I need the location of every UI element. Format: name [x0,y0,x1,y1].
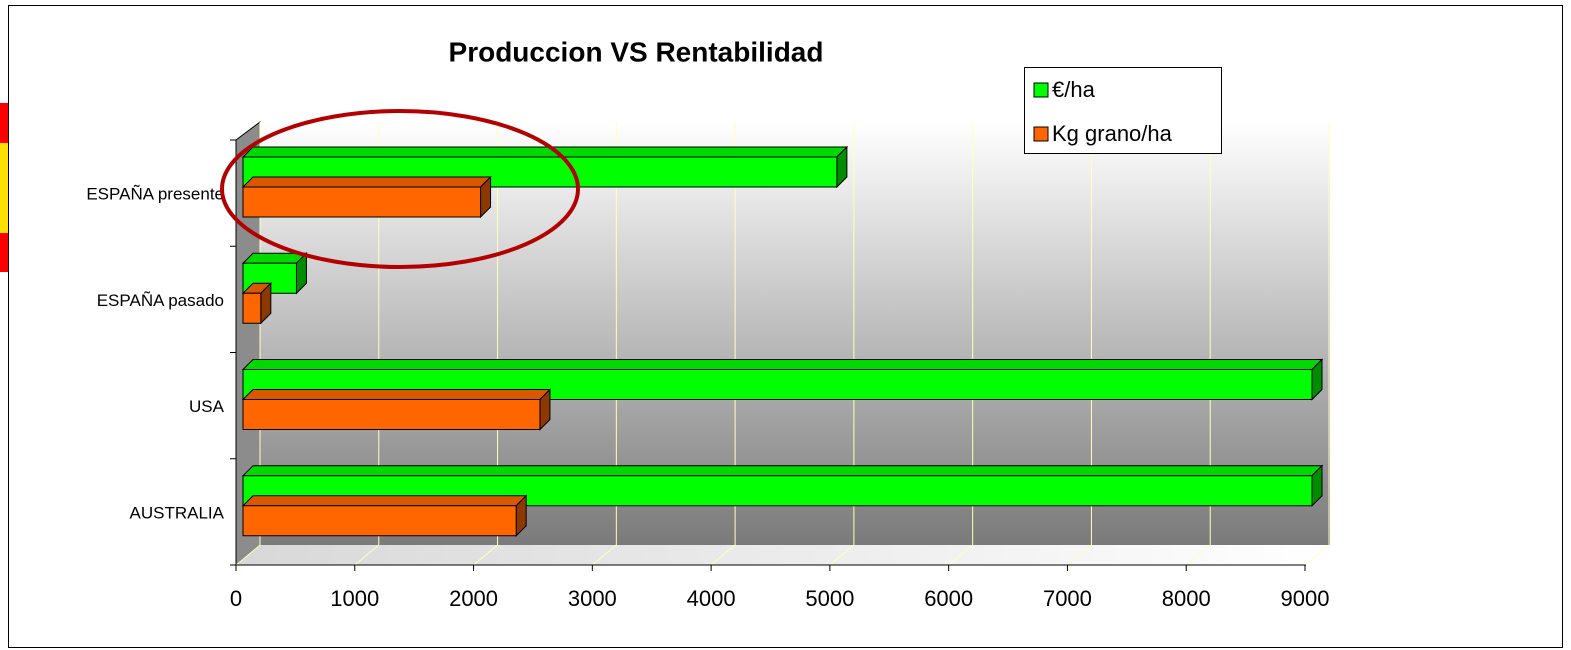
legend-label: Kg grano/ha [1052,121,1173,146]
bar-face [242,292,262,324]
bar-face [241,389,552,400]
x-tick-label: 0 [230,586,242,611]
grid-line [592,544,617,566]
back-wall [260,122,1330,545]
y-tick-label: AUSTRALIA [130,503,225,522]
bar-face [242,399,541,430]
bar-face [241,146,849,158]
bar-face [241,252,308,264]
y-tick-label: ESPAÑA presente [86,185,224,204]
legend-box [1024,67,1222,154]
grid-line [1304,544,1330,566]
grid-line [948,544,973,566]
x-tick-label: 9000 [1281,586,1330,611]
bar-face [241,176,492,188]
flag-strip [0,103,8,143]
grid-line [473,544,498,566]
x-tick-label: 4000 [687,586,736,611]
bar-face [241,495,528,507]
grid-line [829,544,855,566]
x-tick-label: 2000 [449,586,498,611]
bar [241,494,528,537]
x-tick-label: 3000 [568,586,617,611]
bar-face [242,505,517,537]
highlight-ellipse [220,109,580,269]
bar-face [241,465,1324,477]
grid-line [710,544,736,566]
grid-line [235,544,261,566]
flag-strip [0,143,8,233]
grid-line [1067,544,1092,566]
x-tick-label: 8000 [1162,586,1211,611]
y-tick-label: ESPAÑA pasado [97,291,224,310]
grid-line [354,544,380,566]
x-tick-label: 1000 [330,586,379,611]
floor [236,545,1330,565]
chart-title: Produccion VS Rentabilidad [449,36,824,67]
bar-face [242,186,482,218]
legend-label: €/ha [1052,77,1096,102]
legend: €/ha Kg grano/ha [1024,67,1222,154]
x-tick-label: 5000 [805,586,854,611]
bar [241,175,492,219]
bar [241,282,273,325]
y-tick-label: USA [189,397,225,416]
bar [241,388,552,431]
legend-swatch [1033,82,1049,98]
x-tick-label: 7000 [1043,586,1092,611]
grid-line [1185,544,1211,566]
frame [8,5,1563,648]
legend-swatch [1033,126,1049,142]
flag-strip [0,233,8,272]
bar-face [241,359,1324,370]
x-tick-label: 6000 [924,586,973,611]
